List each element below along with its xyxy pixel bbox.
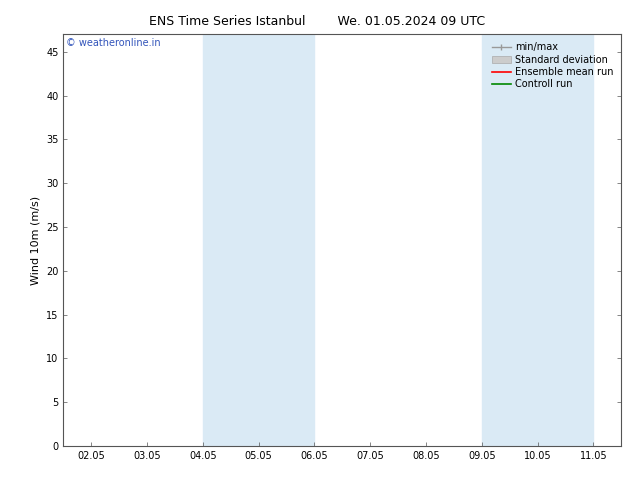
Bar — [538, 34, 593, 446]
Text: © weatheronline.in: © weatheronline.in — [66, 38, 161, 49]
Bar — [259, 34, 314, 446]
Y-axis label: Wind 10m (m/s): Wind 10m (m/s) — [30, 196, 41, 285]
Bar — [203, 34, 259, 446]
Text: ENS Time Series Istanbul        We. 01.05.2024 09 UTC: ENS Time Series Istanbul We. 01.05.2024 … — [149, 15, 485, 28]
Legend: min/max, Standard deviation, Ensemble mean run, Controll run: min/max, Standard deviation, Ensemble me… — [489, 39, 616, 92]
Bar — [482, 34, 538, 446]
